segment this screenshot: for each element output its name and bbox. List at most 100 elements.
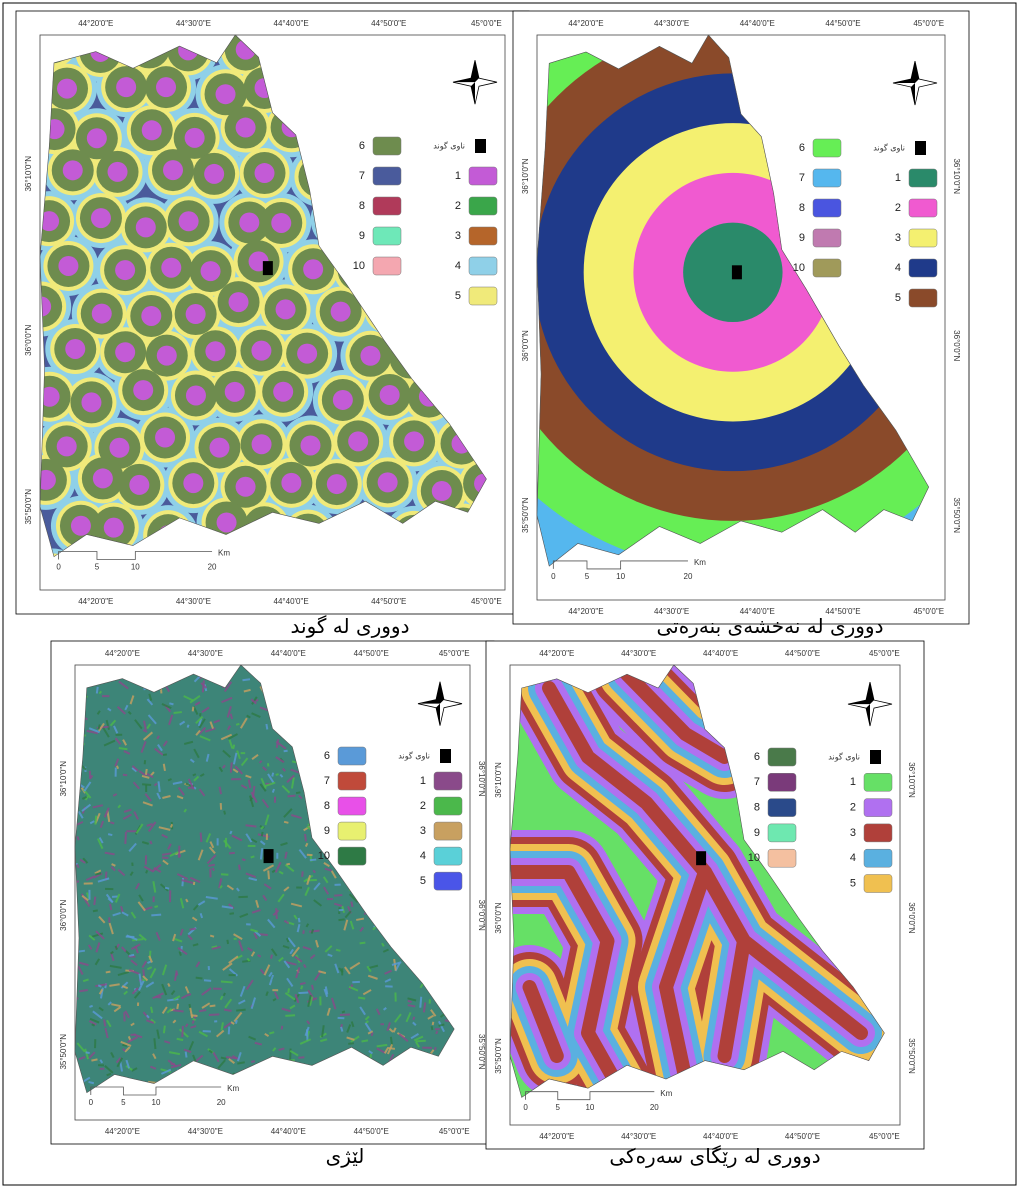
longitude-label: 44°50'0"E: [371, 597, 406, 606]
latitude-label: 35°50'0"N: [24, 489, 33, 525]
buffer-zone: [252, 434, 272, 454]
longitude-label: 44°40'0"E: [274, 19, 309, 28]
buffer-zone: [204, 164, 224, 184]
slope-cell: [336, 950, 340, 951]
legend-label: 5: [850, 877, 856, 889]
buffer-zone: [217, 512, 237, 532]
legend-label: 2: [850, 802, 856, 814]
legend-title: ناوی گوند: [828, 752, 860, 762]
slope-cell: [208, 865, 214, 866]
longitude-label: 44°40'0"E: [703, 649, 738, 658]
legend-village-marker: [440, 749, 451, 763]
longitude-label: 45°0'0"E: [913, 607, 944, 616]
slope-cell: [229, 853, 235, 854]
slope-cell: [193, 774, 196, 775]
latitude-label: 36°0'0"N: [907, 902, 916, 933]
scale-label: Km: [218, 549, 230, 558]
scale-label: 0: [523, 1103, 528, 1112]
slope-cell: [296, 792, 300, 793]
slope-cell: [209, 1014, 219, 1015]
scale-label: 5: [585, 572, 590, 581]
buffer-zone: [281, 473, 301, 493]
longitude-label: 44°30'0"E: [654, 19, 689, 28]
scale-label: 5: [556, 1103, 561, 1112]
legend-swatch: [434, 822, 462, 840]
legend-label: 6: [754, 751, 760, 763]
slope-cell: [351, 902, 352, 907]
buffer-zone: [205, 341, 225, 361]
slope-cell: [213, 868, 215, 871]
legend-swatch: [469, 197, 497, 215]
slope-cell: [282, 1026, 283, 1030]
slope-cell: [239, 865, 240, 870]
buffer-zone: [229, 292, 249, 312]
buffer-zone: [63, 160, 83, 180]
longitude-label: 44°20'0"E: [539, 1132, 574, 1141]
legend-label: 2: [455, 200, 461, 212]
buffer-zone: [71, 516, 91, 536]
longitude-label: 44°20'0"E: [78, 597, 113, 606]
latitude-label: 36°10'0"N: [59, 761, 68, 797]
slope-cell: [89, 1082, 94, 1083]
legend-swatch: [434, 772, 462, 790]
latitude-label: 35°50'0"N: [59, 1034, 68, 1070]
slope-cell: [203, 680, 204, 692]
legend-label: 7: [799, 172, 805, 184]
legend-title: ناوی گوند: [398, 751, 430, 761]
legend-swatch: [813, 139, 841, 157]
slope-cell: [408, 1005, 416, 1006]
slope-cell: [348, 1043, 354, 1044]
legend-swatch: [373, 167, 401, 185]
legend-swatch: [434, 872, 462, 890]
legend-swatch: [434, 847, 462, 865]
legend-swatch: [373, 197, 401, 215]
latitude-label: 36°10'0"N: [477, 761, 486, 797]
slope-cell: [276, 774, 279, 775]
slope-cell: [284, 822, 288, 823]
longitude-label: 44°30'0"E: [176, 597, 211, 606]
latitude-label: 35°50'0"N: [477, 1034, 486, 1070]
legend-swatch: [813, 259, 841, 277]
legend-swatch: [864, 799, 892, 817]
slope-cell: [300, 983, 305, 984]
slope-cell: [179, 854, 180, 857]
scale-label: 0: [56, 563, 61, 572]
longitude-label: 44°50'0"E: [785, 649, 820, 658]
longitude-label: 44°50'0"E: [354, 1127, 389, 1136]
latitude-label: 36°0'0"N: [477, 900, 486, 931]
latitude-label: 35°50'0"N: [907, 1038, 916, 1074]
slope-cell: [168, 983, 169, 986]
slope-cell: [266, 724, 267, 729]
slope-cell: [204, 980, 211, 981]
slope-cell: [165, 888, 169, 889]
legend-swatch: [469, 287, 497, 305]
legend-label: 4: [895, 262, 901, 274]
legend-swatch: [373, 227, 401, 245]
buffer-zone: [327, 474, 347, 494]
legend-swatch: [768, 824, 796, 842]
scale-label: 20: [684, 572, 693, 581]
buffer-zone: [273, 382, 293, 402]
village-marker: [263, 261, 273, 275]
latitude-label: 36°0'0"N: [952, 330, 961, 361]
legend-village-marker: [475, 139, 486, 153]
slope-cell: [158, 781, 159, 791]
slope-cell: [201, 833, 202, 842]
buffer-zone: [380, 385, 400, 405]
latitude-label: 35°50'0"N: [494, 1038, 503, 1074]
slope-cell: [129, 955, 134, 956]
buffer-zone: [157, 346, 177, 366]
slope-cell: [176, 970, 177, 975]
longitude-label: 44°50'0"E: [825, 19, 860, 28]
buffer-zone: [161, 258, 181, 278]
legend-village-marker: [870, 750, 881, 764]
buffer-zone: [142, 120, 162, 140]
legend-label: 9: [324, 825, 330, 837]
slope-cell: [358, 998, 365, 999]
buffer-zone: [57, 79, 77, 99]
slope-cell: [171, 824, 172, 827]
legend-label: 1: [895, 172, 901, 184]
legend-label: 8: [799, 202, 805, 214]
legend-swatch: [338, 797, 366, 815]
buffer-zone: [65, 339, 85, 359]
